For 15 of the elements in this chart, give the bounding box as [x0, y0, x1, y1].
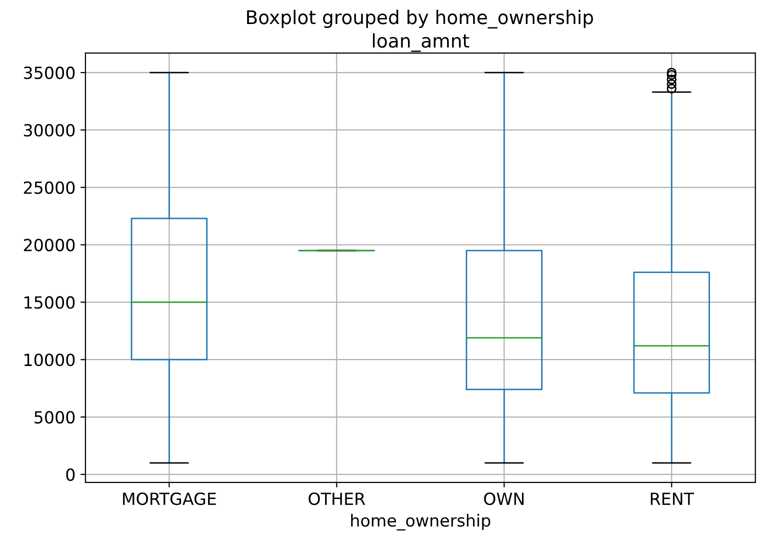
chart-subtitle: loan_amnt	[372, 33, 470, 52]
y-tick-label: 10000	[24, 354, 75, 366]
x-axis-title: home_ownership	[351, 514, 490, 530]
y-tick-label: 35000	[24, 66, 75, 80]
x-tick-label: RENT	[650, 492, 694, 505]
y-tick-label: 5000	[34, 410, 75, 424]
y-tick-label: 0	[66, 468, 75, 481]
y-tick-label: 20000	[24, 238, 75, 252]
y-tick-label: 25000	[24, 181, 75, 194]
y-tick-label: 30000	[24, 124, 75, 137]
x-tick-label: MORTGAGE	[123, 492, 216, 506]
x-tick-label: OTHER	[308, 492, 366, 506]
x-tick-label: OWN	[484, 492, 524, 506]
y-tick-label: 15000	[24, 296, 75, 309]
chart-title: Boxplot grouped by home_ownership	[247, 10, 594, 28]
